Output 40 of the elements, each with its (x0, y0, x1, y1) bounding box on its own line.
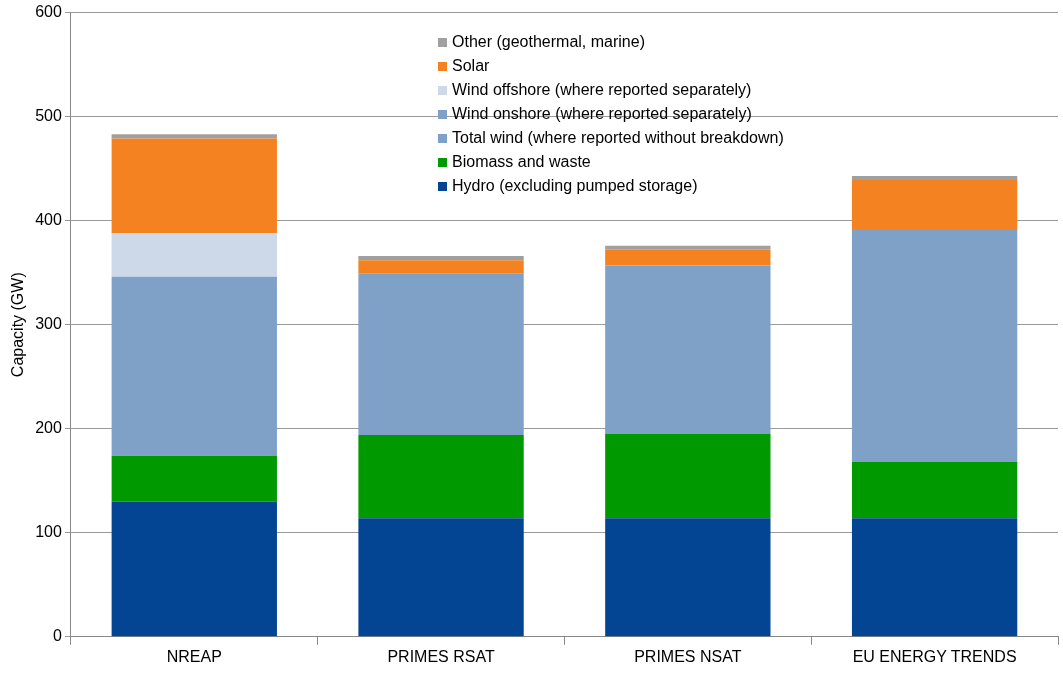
x-tick-label: PRIMES NSAT (634, 647, 742, 665)
bar (358, 273, 524, 435)
bar (358, 256, 524, 261)
bar (111, 138, 277, 234)
bar (358, 260, 524, 274)
bar (111, 276, 277, 456)
bar (851, 180, 1018, 231)
y-tick-label: 500 (35, 107, 62, 125)
legend-label: Wind onshore (where reported separately) (452, 104, 752, 124)
bar (851, 462, 1018, 519)
y-tick-label: 0 (52, 627, 62, 645)
bar (111, 455, 277, 502)
y-axis-title: Capacity (GW) (9, 272, 27, 378)
legend-label: Other (geothermal, marine) (452, 32, 645, 52)
legend-label: Biomass and waste (452, 152, 591, 172)
bar (851, 175, 1018, 181)
bar (851, 230, 1018, 463)
y-tick-label: 200 (35, 419, 62, 437)
bar (605, 249, 771, 266)
bar (358, 434, 524, 519)
bar (605, 265, 771, 434)
bar (111, 233, 277, 277)
legend-label: Solar (452, 56, 490, 76)
bar (605, 518, 771, 637)
y-tick-label: 100 (35, 523, 62, 541)
x-tick-label: NREAP (166, 647, 222, 665)
legend-label: Wind offshore (where reported separately) (452, 80, 752, 100)
y-tick-label: 400 (35, 211, 62, 229)
x-tick-label: EU ENERGY TRENDS (852, 647, 1017, 665)
x-tick-label: PRIMES RSAT (387, 647, 495, 665)
bar (851, 518, 1018, 637)
bar (605, 245, 771, 250)
y-tick-label: 300 (35, 315, 62, 333)
legend-label: Hydro (excluding pumped storage) (452, 176, 698, 196)
legend-label: Total wind (where reported without breakdown) (452, 128, 784, 148)
y-tick-label: 600 (35, 3, 62, 21)
bar (358, 518, 524, 637)
bar (605, 433, 771, 519)
bar (111, 501, 277, 637)
bar (111, 134, 277, 139)
